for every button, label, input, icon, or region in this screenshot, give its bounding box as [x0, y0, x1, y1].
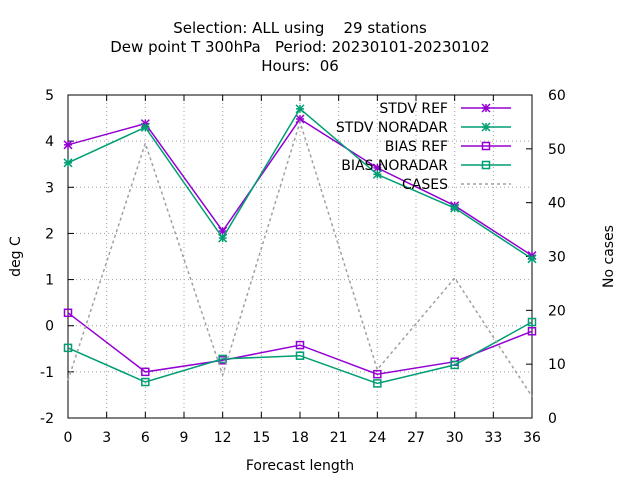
- data-point: [372, 169, 382, 179]
- y-axis-label: deg C: [8, 236, 24, 277]
- data-point: [481, 122, 491, 132]
- series-stdv-noradar: [63, 104, 537, 264]
- legend-item: BIAS REF: [385, 139, 511, 155]
- data-point: [450, 203, 460, 213]
- x-tick-label: 0: [64, 430, 73, 446]
- legend-label: CASES: [402, 177, 448, 193]
- legend-item: CASES: [402, 177, 511, 193]
- y2-axis-label: No cases: [601, 225, 617, 288]
- y2-tick-label: 50: [548, 142, 566, 158]
- data-point: [527, 327, 537, 336]
- data-point: [63, 308, 73, 318]
- y-tick-label: 4: [45, 134, 54, 150]
- data-point: [63, 158, 73, 168]
- data-point: [527, 254, 537, 264]
- x-tick-label: 21: [330, 430, 348, 446]
- series-cases: [67, 119, 533, 397]
- series: [63, 104, 537, 397]
- y2-tick-label: 0: [548, 411, 557, 427]
- y-tick-label: 3: [45, 180, 54, 196]
- data-point: [481, 103, 491, 113]
- data-point: [450, 360, 459, 370]
- data-point: [527, 317, 537, 327]
- data-point: [63, 343, 73, 353]
- y2-tick-label: 10: [548, 357, 566, 373]
- y2-tick-label: 20: [548, 303, 566, 319]
- data-point: [140, 122, 150, 132]
- x-tick-label: 6: [141, 430, 150, 446]
- data-point: [295, 104, 305, 114]
- title-line: Selection: ALL using 29 stations: [173, 19, 427, 37]
- x-tick-label: 36: [523, 430, 541, 446]
- y2-tick-label: 30: [548, 250, 566, 266]
- series-bias-noradar: [63, 317, 537, 388]
- title-line: Dew point T 300hPa Period: 20230101-2023…: [110, 38, 489, 56]
- data-point: [218, 354, 227, 364]
- y-tick-label: -2: [40, 411, 54, 427]
- data-point: [373, 379, 382, 388]
- data-point: [373, 369, 382, 379]
- data-point: [295, 351, 305, 360]
- y-tick-label: 2: [45, 226, 54, 242]
- data-point: [481, 160, 491, 170]
- legend: STDV REF STDV NORADAR BIAS REF BIAS NORADAR…: [336, 101, 511, 193]
- title-line: Hours: 06: [261, 57, 339, 75]
- legend-item: STDV REF: [379, 101, 511, 117]
- legend-item: BIAS NORADAR: [341, 158, 511, 174]
- x-tick-label: 9: [180, 430, 189, 446]
- legend-item: STDV NORADAR: [336, 120, 511, 136]
- y-tick-label: -1: [40, 365, 54, 381]
- y-tick-label: 1: [45, 273, 54, 289]
- legend-label: STDV REF: [379, 101, 448, 117]
- y-tick-label: 5: [45, 88, 54, 104]
- legend-label: BIAS NORADAR: [341, 158, 448, 174]
- x-axis-label: Forecast length: [246, 458, 354, 474]
- y-tick-label: 0: [45, 319, 54, 335]
- x-tick-label: 24: [368, 430, 386, 446]
- data-point: [295, 340, 305, 350]
- data-point: [141, 367, 150, 377]
- data-point: [63, 140, 73, 150]
- x-tick-label: 3: [102, 430, 111, 446]
- x-tick-label: 15: [252, 430, 270, 446]
- x-tick-label: 12: [214, 430, 232, 446]
- y2-tick-label: 40: [548, 196, 566, 212]
- legend-label: STDV NORADAR: [336, 120, 448, 136]
- data-point: [481, 141, 491, 151]
- axis-ticks: 0 3 6 9 12 15 18 21 24 27 30 33 36-2-101234501020304…: [40, 88, 566, 446]
- x-tick-label: 27: [407, 430, 425, 446]
- x-tick-label: 33: [484, 430, 502, 446]
- grid: [68, 95, 532, 418]
- legend-label: BIAS REF: [385, 139, 448, 155]
- x-tick-label: 30: [446, 430, 464, 446]
- x-tick-label: 18: [291, 430, 309, 446]
- data-point: [218, 233, 228, 243]
- series-line: [67, 321, 533, 385]
- data-point: [141, 377, 150, 387]
- y2-tick-label: 60: [548, 88, 566, 104]
- series-line: [67, 119, 533, 397]
